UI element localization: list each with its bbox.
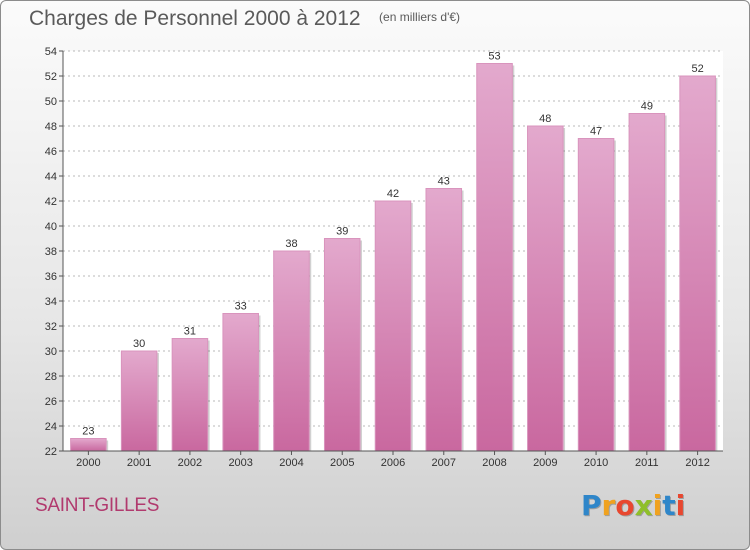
x-tick-label: 2006 — [381, 457, 405, 469]
x-tick-label: 2012 — [685, 457, 709, 469]
chart-subtitle: (en milliers d'€) — [379, 10, 461, 24]
y-tick-label: 36 — [45, 271, 57, 283]
chart-title-row: Charges de Personnel 2000 à 2012 (en mil… — [29, 7, 460, 31]
y-tick-label: 48 — [45, 121, 57, 133]
bar-2011 — [628, 113, 666, 452]
bar-2001 — [120, 350, 158, 452]
chart-title: Charges de Personnel 2000 à 2012 — [29, 7, 361, 30]
value-label: 47 — [590, 126, 602, 138]
y-tick-label: 32 — [45, 321, 57, 333]
y-tick-label: 46 — [45, 146, 57, 158]
logo-letter: o — [615, 489, 635, 522]
bar-2003 — [222, 313, 259, 452]
value-label: 33 — [235, 301, 247, 313]
x-tick-label: 2004 — [279, 457, 303, 469]
bars-layer: 23 30 31 33 38 39 42 43 53 48 47 49 52 — [70, 51, 718, 452]
value-label: 23 — [82, 426, 94, 438]
bar-2007 — [425, 188, 463, 452]
bar-2008 — [476, 63, 513, 452]
x-tick-label: 2011 — [635, 457, 659, 469]
value-label: 53 — [488, 51, 500, 63]
bar-2000 — [70, 438, 107, 452]
x-tick-label: 2002 — [178, 457, 202, 469]
y-tick-label: 30 — [45, 346, 57, 358]
x-tick-label: 2001 — [127, 457, 151, 469]
place-name: SAINT-GILLES — [35, 495, 160, 516]
y-tick-label: 52 — [45, 71, 57, 83]
logo-letter: r — [601, 489, 616, 522]
y-tick-label: 44 — [45, 171, 57, 183]
bar-2002 — [171, 338, 209, 452]
logo-letter: x — [634, 489, 653, 522]
y-tick-label: 28 — [45, 371, 57, 383]
y-tick-label: 42 — [45, 196, 57, 208]
y-tick-label: 22 — [45, 446, 57, 458]
y-tick-label: 24 — [45, 421, 57, 433]
value-label: 31 — [184, 326, 196, 338]
value-label: 30 — [133, 338, 145, 350]
value-label: 39 — [336, 226, 348, 238]
logo-letter: i — [652, 489, 663, 522]
value-label: 43 — [438, 176, 450, 188]
y-tick-label: 54 — [45, 46, 57, 58]
logo-letter: i — [675, 489, 686, 522]
value-label: 49 — [641, 101, 653, 113]
x-tick-label: 2009 — [533, 457, 557, 469]
proxiti-logo: Proxiti — [581, 489, 685, 522]
x-tick-label: 2008 — [482, 457, 506, 469]
value-label: 42 — [387, 188, 399, 200]
bar-2009 — [527, 125, 564, 452]
bar-2004 — [273, 250, 310, 452]
value-label: 38 — [285, 238, 297, 250]
value-label: 48 — [539, 113, 551, 125]
x-tick-label: 2003 — [228, 457, 252, 469]
value-label: 52 — [691, 63, 703, 75]
bar-2012 — [679, 75, 716, 452]
y-tick-label: 26 — [45, 396, 57, 408]
x-tick-label: 2007 — [432, 457, 456, 469]
y-tick-label: 50 — [45, 96, 57, 108]
logo-letter: P — [581, 489, 602, 522]
bar-2010 — [577, 138, 615, 452]
y-tick-label: 38 — [45, 246, 57, 258]
axis-layer: 22 24 26 28 30 32 34 36 38 40 42 44 46 48 50 52 54 2000 20… — [45, 46, 723, 469]
y-tick-label: 34 — [45, 296, 57, 308]
y-tick-label: 40 — [45, 221, 57, 233]
bar-2006 — [374, 200, 412, 452]
x-tick-label: 2010 — [584, 457, 608, 469]
logo-letter: t — [662, 489, 676, 522]
x-tick-label: 2005 — [330, 457, 354, 469]
bar-2005 — [323, 238, 361, 452]
x-tick-label: 2000 — [76, 457, 100, 469]
